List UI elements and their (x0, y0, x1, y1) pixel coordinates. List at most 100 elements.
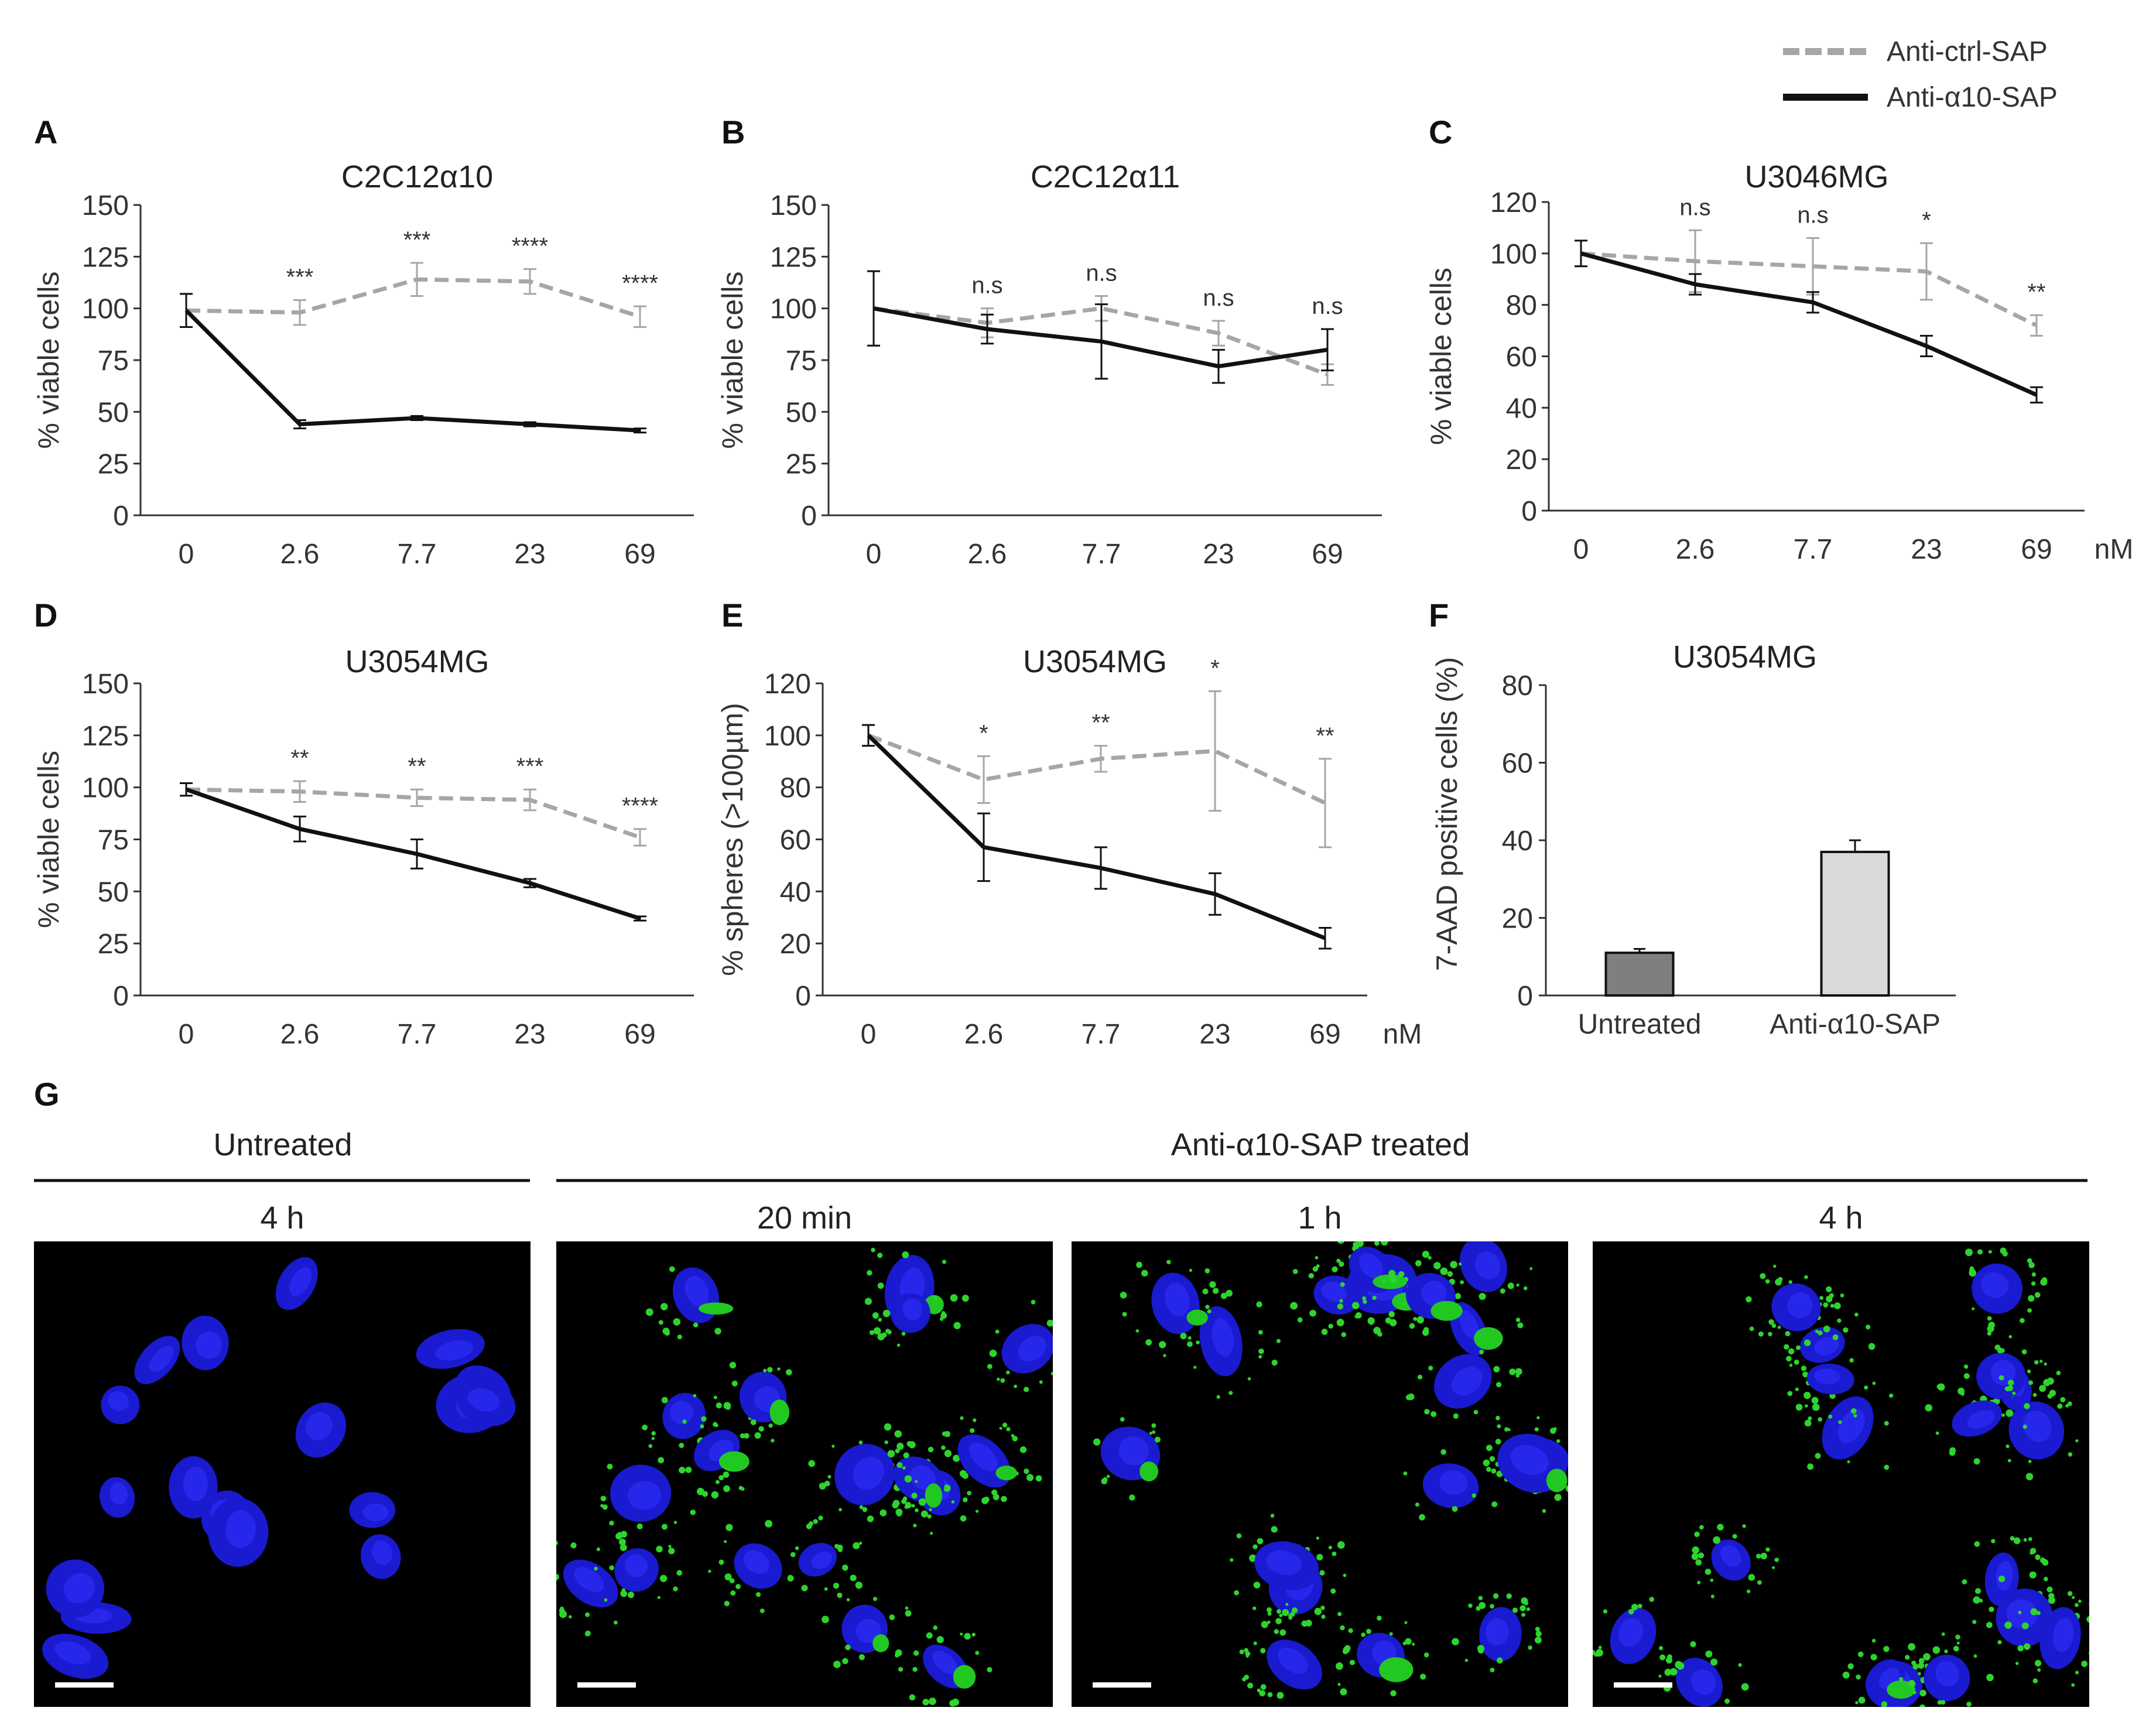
green-puncta (1757, 1580, 1762, 1585)
y-tick-label: 125 (770, 242, 817, 273)
green-puncta (1471, 1493, 1476, 1498)
green-puncta (715, 1480, 720, 1484)
green-puncta (1865, 1325, 1871, 1330)
nucleus-highlight (669, 1401, 693, 1425)
x-axis-unit: nM (1383, 1019, 1422, 1050)
green-puncta (1000, 1378, 1005, 1383)
green-puncta (822, 1616, 829, 1623)
green-puncta (1478, 1596, 1483, 1600)
nucleus-highlight (225, 1510, 256, 1548)
green-puncta (1340, 1688, 1347, 1696)
green-puncta (1136, 1261, 1142, 1268)
green-puncta (1512, 1607, 1518, 1613)
y-tick-label: 75 (98, 345, 129, 377)
green-puncta (872, 1312, 879, 1319)
green-puncta (1969, 1267, 1975, 1274)
green-puncta (1256, 1301, 1262, 1308)
x-tick-label: 69 (624, 539, 655, 570)
green-puncta (1991, 1539, 1996, 1544)
green-puncta (713, 1395, 717, 1399)
green-puncta (1855, 1701, 1859, 1705)
green-puncta (833, 1661, 841, 1668)
green-puncta (1534, 1427, 1539, 1432)
green-cluster (1373, 1274, 1407, 1289)
green-puncta (621, 1588, 625, 1592)
green-puncta (926, 1632, 933, 1639)
green-puncta (1872, 1381, 1876, 1385)
series-line (184, 309, 641, 433)
green-puncta (1628, 1609, 1634, 1615)
significance-label: n.s (971, 273, 1002, 299)
y-tick-label: 75 (98, 825, 129, 856)
green-puncta (1493, 1593, 1499, 1599)
green-puncta (1050, 1372, 1053, 1375)
green-puncta (790, 1552, 796, 1558)
green-puncta (960, 1515, 967, 1522)
nucleus-highlight (1439, 1470, 1468, 1495)
green-puncta (1180, 1332, 1187, 1340)
green-puncta (1515, 1318, 1521, 1322)
green-puncta (1795, 1404, 1803, 1411)
x-tick-label: 69 (2021, 534, 2052, 565)
green-puncta (894, 1652, 899, 1658)
green-puncta (1388, 1270, 1395, 1277)
x-tick-label: 2.6 (964, 1019, 1004, 1050)
nucleus-highlight (1451, 1367, 1483, 1395)
green-puncta (2081, 1661, 2088, 1667)
green-puncta (750, 1419, 757, 1425)
green-puncta (1925, 1404, 1932, 1412)
green-puncta (2060, 1397, 2066, 1402)
green-puncta (1450, 1261, 1457, 1269)
green-puncta (1714, 1717, 1721, 1723)
green-puncta (818, 1515, 823, 1521)
green-cluster (953, 1665, 976, 1689)
green-puncta (1390, 1690, 1397, 1696)
green-puncta (879, 1509, 887, 1517)
significance-label: **** (622, 793, 658, 819)
green-puncta (892, 1500, 900, 1507)
green-puncta (1699, 1525, 1704, 1530)
y-axis-label: % viable cells (32, 751, 65, 928)
panel-letter-G: G (34, 1076, 60, 1113)
green-puncta (1664, 1668, 1672, 1676)
green-puncta (718, 1559, 724, 1565)
green-puncta (1479, 1602, 1486, 1609)
green-puncta (1489, 1456, 1495, 1462)
green-puncta (839, 1508, 843, 1512)
green-puncta (1039, 1380, 1043, 1384)
green-puncta (1202, 1288, 1209, 1295)
green-puncta (1758, 1331, 1764, 1337)
green-puncta (1398, 1271, 1405, 1278)
green-puncta (1189, 1268, 1193, 1272)
green-puncta (896, 1511, 902, 1517)
y-tick-label: 100 (1490, 239, 1537, 270)
green-puncta (2028, 1295, 2035, 1302)
green-puncta (1784, 1344, 1789, 1350)
green-puncta (1374, 1241, 1380, 1246)
green-puncta (1060, 1327, 1066, 1333)
green-puncta (2007, 1380, 2014, 1386)
green-puncta (651, 1431, 656, 1436)
green-puncta (673, 1318, 681, 1326)
green-puncta (1285, 1603, 1289, 1606)
green-puncta (1956, 1641, 1960, 1645)
green-puncta (912, 1667, 918, 1672)
nucleus-highlight (1814, 1337, 1839, 1356)
green-puncta (837, 1592, 843, 1598)
green-puncta (995, 1329, 1000, 1334)
green-puncta (942, 1431, 947, 1436)
green-puncta (2028, 1262, 2035, 1268)
green-puncta (1804, 1404, 1808, 1408)
green-puncta (1060, 1339, 1067, 1346)
green-puncta (895, 1448, 900, 1453)
green-puncta (2078, 1599, 2082, 1603)
green-puncta (1679, 1709, 1682, 1712)
green-puncta (1339, 1299, 1343, 1303)
green-puncta (1495, 1415, 1500, 1421)
green-puncta (2065, 1404, 2069, 1408)
green-puncta (2089, 1602, 2093, 1606)
nucleus-highlight (149, 1346, 174, 1373)
x-category-label: Anti-α10-SAP (1770, 1009, 1941, 1040)
nucleus-highlight (574, 1566, 604, 1593)
green-puncta (1804, 1419, 1812, 1427)
